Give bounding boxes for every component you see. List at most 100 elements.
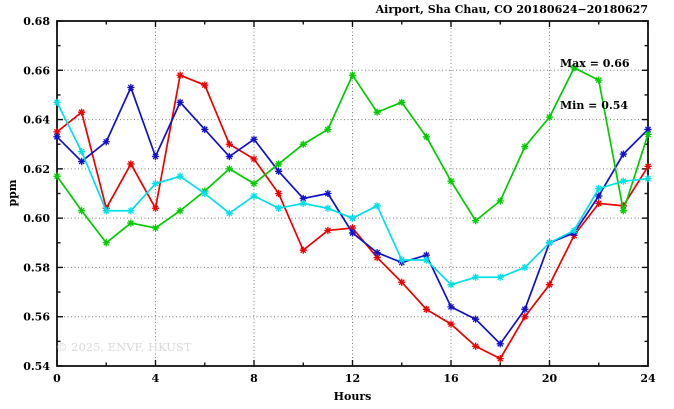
red-series-marker xyxy=(348,224,357,232)
blue-series-marker xyxy=(127,83,135,92)
stats-box: Max = 0.66 Min = 0.54 xyxy=(560,29,630,141)
green-series-marker xyxy=(644,130,652,138)
blue-series-marker xyxy=(373,249,381,257)
green-series-marker xyxy=(619,207,627,215)
chart-title: Airport, Sha Chau, CO 20180624−20180627 xyxy=(375,3,648,16)
green-series-marker xyxy=(299,140,307,148)
green-series-marker xyxy=(151,224,160,232)
red-series-marker xyxy=(373,253,381,262)
min-annotation: Min = 0.54 xyxy=(560,99,629,112)
green-series-marker xyxy=(348,71,357,79)
cyan-series-marker xyxy=(225,209,233,217)
y-tick-label: 0.64 xyxy=(23,114,50,127)
red-series-marker xyxy=(151,204,160,212)
blue-series-marker xyxy=(275,167,283,175)
green-series-marker xyxy=(225,165,233,173)
green-series-marker xyxy=(472,217,480,225)
green-series-marker xyxy=(250,180,258,188)
red-series-marker xyxy=(496,355,504,363)
x-tick-label: 4 xyxy=(152,372,160,385)
x-tick-label: 8 xyxy=(250,372,258,385)
blue-series-marker xyxy=(348,229,357,237)
cyan-series-marker xyxy=(176,172,184,180)
red-series-marker xyxy=(176,71,184,79)
blue-series-marker xyxy=(102,138,110,146)
cyan-series-marker xyxy=(472,273,480,281)
green-series-marker xyxy=(398,98,406,106)
cyan-series-marker xyxy=(373,202,381,210)
blue-series-marker xyxy=(595,192,603,200)
x-tick-label: 20 xyxy=(542,372,558,385)
green-series-marker xyxy=(496,197,504,205)
blue-series-marker xyxy=(225,152,233,161)
green-series-marker xyxy=(324,125,332,134)
blue-series-marker xyxy=(201,125,209,134)
y-tick-label: 0.66 xyxy=(23,64,50,77)
max-annotation: Max = 0.66 xyxy=(560,57,630,70)
blue-series-marker xyxy=(324,189,332,198)
blue-series-marker xyxy=(472,315,480,323)
green-series-marker xyxy=(176,207,184,215)
cyan-series-marker xyxy=(545,239,554,247)
y-tick-label: 0.54 xyxy=(23,360,50,373)
red-series-marker xyxy=(250,155,258,163)
green-series-marker xyxy=(53,172,61,180)
cyan-series-marker xyxy=(398,256,406,264)
x-tick-label: 16 xyxy=(443,372,459,385)
cyan-series-marker xyxy=(324,204,332,212)
blue-series-marker xyxy=(521,305,529,313)
cyan-series-marker xyxy=(348,214,357,222)
blue-series-marker xyxy=(299,194,307,203)
cyan-series-marker xyxy=(595,184,603,193)
y-axis-label: ppm xyxy=(6,179,19,207)
cyan-series-marker xyxy=(422,256,430,264)
red-series-marker xyxy=(324,226,332,235)
cyan-series-marker xyxy=(53,98,61,106)
red-series-marker xyxy=(644,162,652,170)
cyan-series-marker xyxy=(127,207,135,215)
blue-series-marker xyxy=(78,157,86,166)
cyan-series-marker xyxy=(275,204,283,212)
red-series-marker xyxy=(472,342,480,350)
green-series-marker xyxy=(595,76,603,84)
blue-series-marker xyxy=(53,133,61,141)
red-series-marker xyxy=(201,81,209,89)
blue-series-marker xyxy=(422,251,430,259)
cyan-series-marker xyxy=(619,177,627,185)
blue-series-marker xyxy=(176,98,184,106)
cyan-series-marker xyxy=(447,281,455,289)
y-tick-label: 0.58 xyxy=(23,261,50,274)
y-tick-label: 0.68 xyxy=(23,15,50,28)
cyan-series-marker xyxy=(570,226,578,235)
cyan-series-marker xyxy=(151,180,160,188)
blue-series-marker xyxy=(151,152,160,161)
y-tick-label: 0.60 xyxy=(23,212,50,225)
y-tick-label: 0.56 xyxy=(23,311,50,324)
x-axis-label: Hours xyxy=(333,390,372,403)
cyan-series-marker xyxy=(521,263,529,272)
red-series-marker xyxy=(127,160,135,168)
x-tick-label: 24 xyxy=(640,372,656,385)
cyan-series-marker xyxy=(644,175,652,183)
green-series-marker xyxy=(78,207,86,215)
green-series-marker xyxy=(127,219,135,227)
blue-series-marker xyxy=(644,125,652,134)
red-series-marker xyxy=(398,278,406,286)
cyan-series-marker xyxy=(250,192,258,200)
green-series-marker xyxy=(521,143,529,151)
blue-series-marker xyxy=(496,340,504,348)
watermark: © 2025, ENVF, HKUST xyxy=(56,340,192,354)
red-series-marker xyxy=(521,313,529,321)
red-series-marker xyxy=(53,128,61,136)
green-series-marker xyxy=(545,113,554,121)
red-series-marker xyxy=(619,202,627,210)
blue-series-marker xyxy=(250,135,258,143)
x-tick-label: 12 xyxy=(345,372,360,385)
blue-series-marker xyxy=(447,303,455,311)
cyan-series-marker xyxy=(299,199,307,207)
cyan-series-marker xyxy=(102,207,110,215)
cyan-series-marker xyxy=(201,189,209,198)
green-series-marker xyxy=(422,133,430,141)
